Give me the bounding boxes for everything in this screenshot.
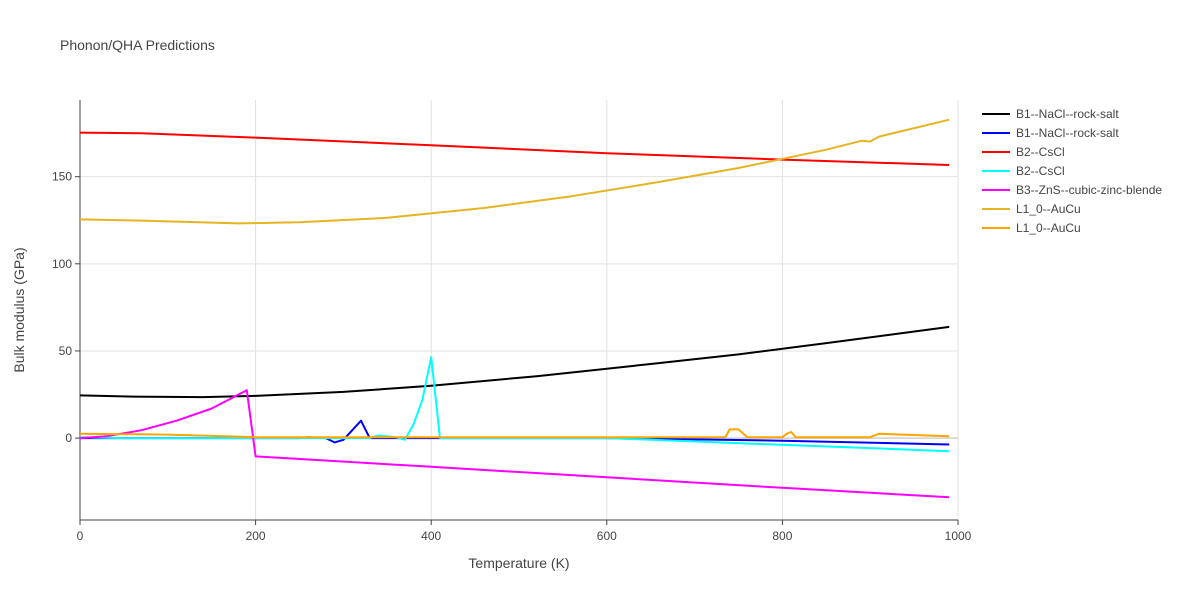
- legend-label: B2--CsCl: [1016, 145, 1065, 159]
- legend[interactable]: B1--NaCl--rock-salt B1--NaCl--rock-salt B2…: [982, 107, 1162, 235]
- chart-title: Phonon/QHA Predictions: [60, 37, 215, 53]
- y-tick-label: 0: [65, 431, 72, 445]
- y-tick-label: 100: [52, 257, 72, 271]
- legend-label: L1_0--AuCu: [1016, 221, 1081, 235]
- legend-item-2[interactable]: B1--NaCl--rock-salt: [982, 126, 1119, 140]
- axes: [75, 100, 959, 525]
- series-line-6: [79, 118, 950, 225]
- x-tick-label: 400: [421, 529, 441, 543]
- legend-item-5[interactable]: B3--ZnS--cubic-zinc-blende: [982, 183, 1162, 197]
- x-tick-label: 800: [772, 529, 792, 543]
- legend-item-6[interactable]: L1_0--AuCu: [982, 202, 1081, 216]
- legend-item-4[interactable]: B2--CsCl: [982, 164, 1065, 178]
- series-line-7: [79, 428, 950, 439]
- y-tick-label: 50: [59, 344, 73, 358]
- series-line-1: [79, 325, 950, 399]
- x-tick-label: 0: [77, 529, 84, 543]
- grid: [80, 100, 959, 520]
- series-line-2: [80, 419, 950, 446]
- series-line-3: [79, 131, 950, 166]
- legend-item-3[interactable]: B2--CsCl: [982, 145, 1065, 159]
- legend-label: B3--ZnS--cubic-zinc-blende: [1016, 183, 1162, 197]
- y-tick-label: 150: [52, 170, 72, 184]
- legend-item-7[interactable]: L1_0--AuCu: [982, 221, 1081, 235]
- y-axis-title: Bulk modulus (GPa): [11, 247, 27, 372]
- x-tick-label: 1000: [945, 529, 972, 543]
- legend-label: B1--NaCl--rock-salt: [1016, 126, 1119, 140]
- legend-label: L1_0--AuCu: [1016, 202, 1081, 216]
- legend-item-1[interactable]: B1--NaCl--rock-salt: [982, 107, 1119, 121]
- series-line-5: [79, 389, 950, 499]
- x-tick-label: 600: [597, 529, 617, 543]
- x-axis-title: Temperature (K): [468, 555, 569, 571]
- x-tick-label: 200: [246, 529, 266, 543]
- tick-labels: 0 200 400 600 800 1000 0 50 100 150: [52, 170, 972, 543]
- legend-label: B2--CsCl: [1016, 164, 1065, 178]
- legend-label: B1--NaCl--rock-salt: [1016, 107, 1119, 121]
- series-group: [79, 118, 950, 499]
